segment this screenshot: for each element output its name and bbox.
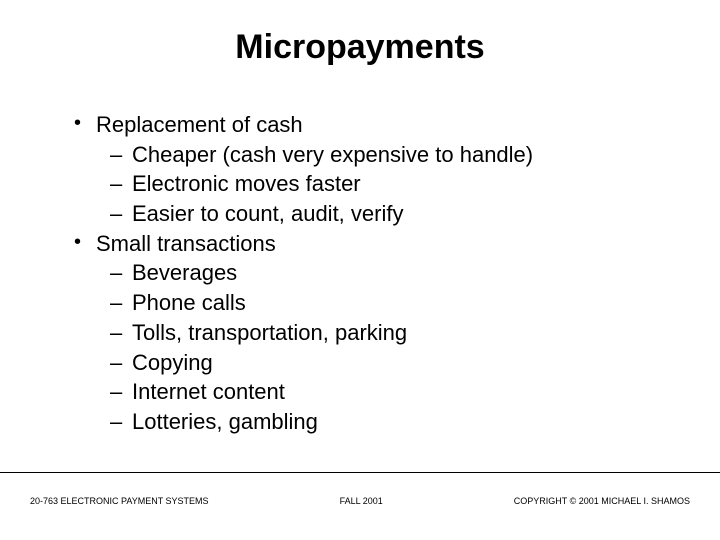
footer-center: FALL 2001 <box>340 496 383 506</box>
bullet-text: Cheaper (cash very expensive to handle) <box>132 142 533 167</box>
bullet-text: Internet content <box>132 379 285 404</box>
bullet-text: Tolls, transportation, parking <box>132 320 407 345</box>
bullet-text: Small transactions <box>96 231 276 256</box>
bullet-item: Replacement of cash <box>68 110 668 140</box>
bullet-item: Copying <box>68 348 668 378</box>
bullet-item: Phone calls <box>68 288 668 318</box>
slide: Micropayments Replacement of cash Cheape… <box>0 0 720 540</box>
bullet-item: Cheaper (cash very expensive to handle) <box>68 140 668 170</box>
bullet-text: Replacement of cash <box>96 112 303 137</box>
slide-footer: 20-763 ELECTRONIC PAYMENT SYSTEMS FALL 2… <box>0 496 720 506</box>
footer-left: 20-763 ELECTRONIC PAYMENT SYSTEMS <box>30 496 209 506</box>
slide-body: Replacement of cash Cheaper (cash very e… <box>68 110 668 437</box>
horizontal-rule <box>0 472 720 473</box>
bullet-item: Lotteries, gambling <box>68 407 668 437</box>
bullet-item: Small transactions <box>68 229 668 259</box>
bullet-item: Internet content <box>68 377 668 407</box>
bullet-item: Beverages <box>68 258 668 288</box>
bullet-item: Tolls, transportation, parking <box>68 318 668 348</box>
bullet-item: Electronic moves faster <box>68 169 668 199</box>
footer-right: COPYRIGHT © 2001 MICHAEL I. SHAMOS <box>514 496 690 506</box>
bullet-item: Easier to count, audit, verify <box>68 199 668 229</box>
bullet-text: Lotteries, gambling <box>132 409 318 434</box>
bullet-text: Phone calls <box>132 290 246 315</box>
bullet-text: Copying <box>132 350 213 375</box>
bullet-text: Beverages <box>132 260 237 285</box>
bullet-text: Easier to count, audit, verify <box>132 201 403 226</box>
bullet-text: Electronic moves faster <box>132 171 361 196</box>
slide-title: Micropayments <box>0 28 720 67</box>
